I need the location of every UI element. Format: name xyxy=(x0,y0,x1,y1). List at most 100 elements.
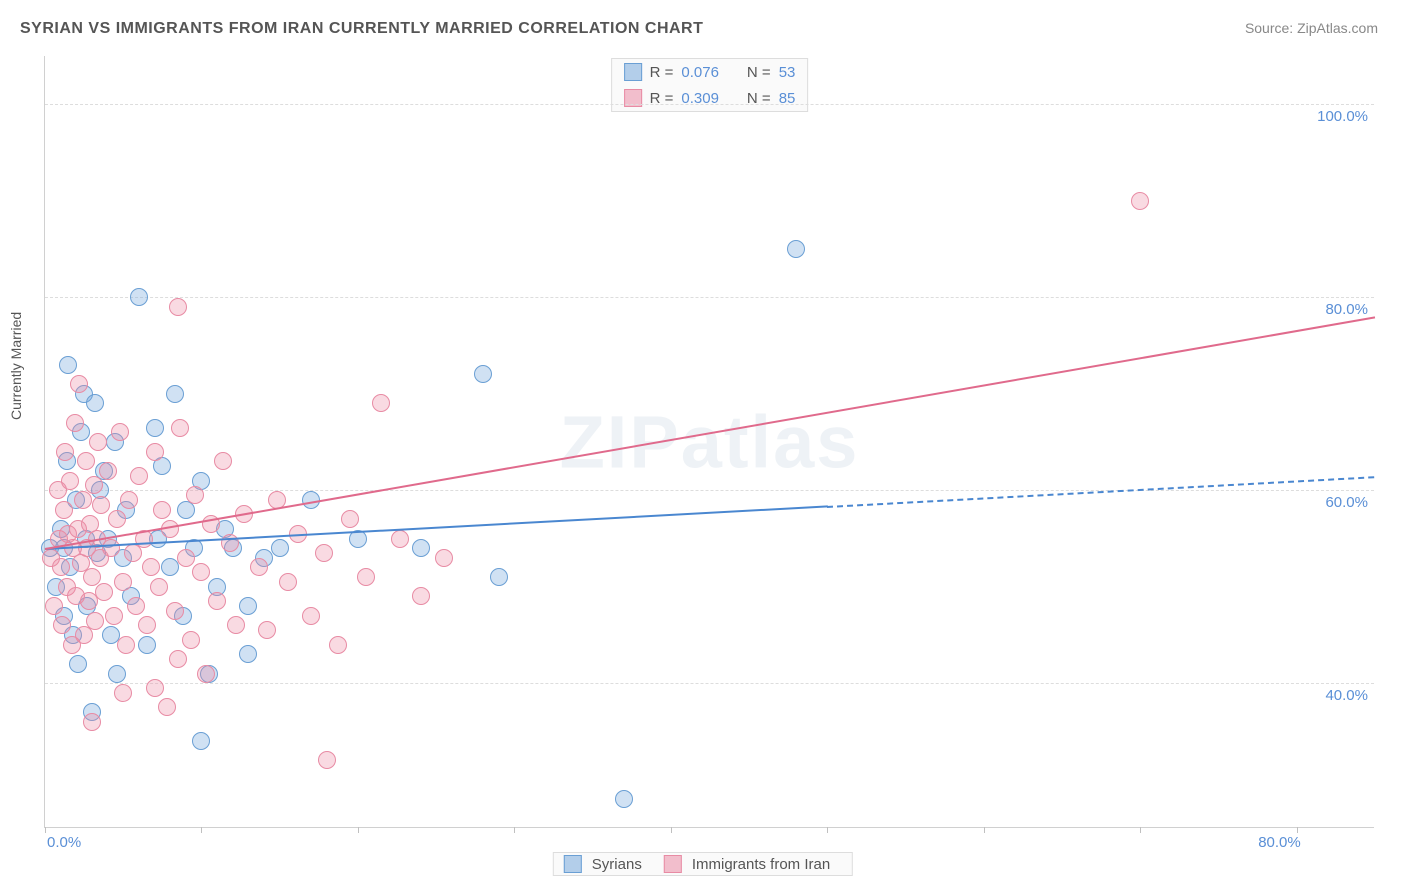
data-point xyxy=(150,578,168,596)
data-point xyxy=(271,539,289,557)
n-value: 53 xyxy=(779,64,796,81)
data-point xyxy=(208,592,226,610)
data-point xyxy=(146,419,164,437)
data-point xyxy=(120,491,138,509)
data-point xyxy=(474,365,492,383)
data-point xyxy=(169,298,187,316)
x-tick-mark xyxy=(671,827,672,833)
data-point xyxy=(138,636,156,654)
data-point xyxy=(391,530,409,548)
y-tick-label: 60.0% xyxy=(1325,494,1368,511)
data-point xyxy=(302,607,320,625)
y-tick-label: 80.0% xyxy=(1325,301,1368,318)
data-point xyxy=(615,790,633,808)
data-point xyxy=(130,288,148,306)
data-point xyxy=(435,549,453,567)
data-point xyxy=(108,510,126,528)
data-point xyxy=(138,616,156,634)
data-point xyxy=(85,476,103,494)
data-point xyxy=(329,636,347,654)
data-point xyxy=(61,472,79,490)
data-point xyxy=(166,385,184,403)
data-point xyxy=(86,612,104,630)
legend-series: Syrians Immigrants from Iran xyxy=(553,852,853,876)
data-point xyxy=(1131,192,1149,210)
data-point xyxy=(169,650,187,668)
chart-title: SYRIAN VS IMMIGRANTS FROM IRAN CURRENTLY… xyxy=(20,20,703,38)
trend-line xyxy=(827,476,1375,508)
data-point xyxy=(99,462,117,480)
y-tick-label: 40.0% xyxy=(1325,687,1368,704)
legend-stat-row: R = 0.076 N = 53 xyxy=(612,59,808,85)
x-tick-label: 0.0% xyxy=(47,834,81,851)
swatch xyxy=(564,855,582,873)
data-point xyxy=(787,240,805,258)
x-tick-mark xyxy=(984,827,985,833)
data-point xyxy=(52,558,70,576)
gridline xyxy=(45,683,1374,684)
gridline xyxy=(45,490,1374,491)
swatch xyxy=(664,855,682,873)
data-point xyxy=(153,501,171,519)
x-tick-mark xyxy=(1297,827,1298,833)
data-point xyxy=(357,568,375,586)
r-value: 0.076 xyxy=(681,64,719,81)
n-label: N = xyxy=(747,64,771,81)
trend-line xyxy=(45,317,1375,551)
data-point xyxy=(102,539,120,557)
data-point xyxy=(171,419,189,437)
data-point xyxy=(92,496,110,514)
legend-series-label: Immigrants from Iran xyxy=(692,856,830,873)
data-point xyxy=(197,665,215,683)
data-point xyxy=(127,597,145,615)
data-point xyxy=(59,356,77,374)
data-point xyxy=(258,621,276,639)
y-tick-label: 100.0% xyxy=(1317,108,1368,125)
data-point xyxy=(146,679,164,697)
data-point xyxy=(372,394,390,412)
data-point xyxy=(83,713,101,731)
data-point xyxy=(315,544,333,562)
data-point xyxy=(142,558,160,576)
data-point xyxy=(55,501,73,519)
data-point xyxy=(161,558,179,576)
legend-series-label: Syrians xyxy=(592,856,642,873)
x-tick-mark xyxy=(514,827,515,833)
gridline xyxy=(45,297,1374,298)
data-point xyxy=(89,433,107,451)
data-point xyxy=(66,414,84,432)
x-tick-mark xyxy=(1140,827,1141,833)
data-point xyxy=(74,491,92,509)
r-label: R = xyxy=(650,64,674,81)
data-point xyxy=(192,732,210,750)
data-point xyxy=(146,443,164,461)
data-point xyxy=(250,558,268,576)
x-tick-mark xyxy=(201,827,202,833)
data-point xyxy=(108,665,126,683)
swatch xyxy=(624,63,642,81)
data-point xyxy=(69,655,87,673)
data-point xyxy=(130,467,148,485)
data-point xyxy=(166,602,184,620)
source-label: Source: ZipAtlas.com xyxy=(1245,20,1378,36)
x-tick-label: 80.0% xyxy=(1247,834,1301,851)
data-point xyxy=(490,568,508,586)
plot-area: ZIPatlas R =0.076N =53R =0.309N =85 40.0… xyxy=(44,56,1374,828)
data-point xyxy=(77,452,95,470)
data-point xyxy=(239,645,257,663)
data-point xyxy=(117,636,135,654)
data-point xyxy=(86,394,104,412)
data-point xyxy=(56,443,74,461)
data-point xyxy=(105,607,123,625)
data-point xyxy=(412,539,430,557)
data-point xyxy=(186,486,204,504)
data-point xyxy=(182,631,200,649)
data-point xyxy=(111,423,129,441)
data-point xyxy=(227,616,245,634)
data-point xyxy=(412,587,430,605)
gridline xyxy=(45,104,1374,105)
data-point xyxy=(341,510,359,528)
data-point xyxy=(95,583,113,601)
watermark: ZIPatlas xyxy=(560,399,860,484)
data-point xyxy=(177,549,195,567)
